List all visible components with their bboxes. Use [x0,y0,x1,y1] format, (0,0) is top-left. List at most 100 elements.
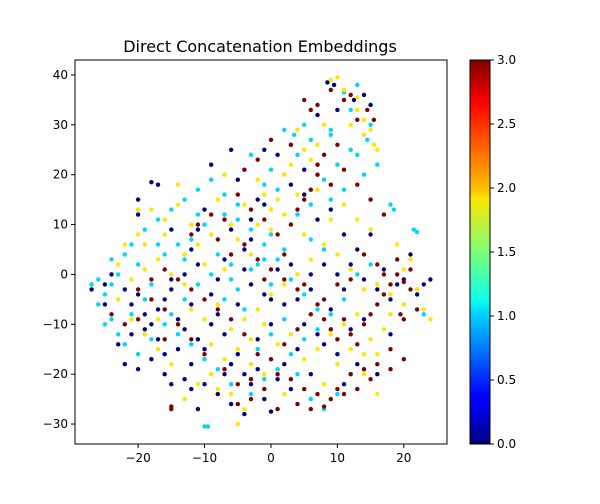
scatter-point-class-1 [262,377,267,382]
scatter-point-class-0 [215,277,220,282]
scatter-point-class-3 [255,352,260,357]
scatter-point-class-3 [282,342,287,347]
scatter-point-class-1 [189,237,194,242]
scatter-point-class-3 [308,406,313,412]
scatter-point-class-1 [295,372,300,377]
scatter-point-class-3 [308,312,313,317]
scatter-point-class-2 [175,202,181,207]
scatter-point-class-1 [248,227,254,232]
scatter-point-class-0 [195,227,201,232]
points-layer [89,75,433,429]
scatter-point-class-2 [175,182,181,187]
x-tick-label: 10 [330,451,345,465]
scatter-point-class-3 [248,207,254,212]
scatter-point-class-3 [202,352,207,357]
scatter-point-class-0 [341,232,347,237]
scatter-point-class-1 [308,202,313,207]
scatter-point-class-2 [295,192,300,197]
scatter-point-class-1 [96,302,101,307]
scatter-point-class-3 [361,322,367,327]
scatter-point-class-1 [295,152,300,157]
scatter-point-class-0 [321,342,327,347]
scatter-point-class-3 [295,401,300,407]
scatter-point-class-3 [368,377,373,382]
scatter-point-class-1 [282,127,287,132]
scatter-point-class-0 [242,372,247,377]
scatter-point-class-2 [368,227,373,232]
scatter-point-class-0 [169,382,174,387]
scatter-point-class-2 [235,237,240,242]
scatter-point-class-0 [268,322,274,327]
scatter-point-class-1 [116,272,121,277]
scatter-point-class-3 [202,297,207,302]
scatter-point-class-2 [335,252,340,257]
scatter-point-class-0 [368,232,373,237]
scatter-point-class-3 [135,317,141,322]
scatter-point-class-1 [142,297,147,302]
scatter-point-class-1 [96,277,101,282]
scatter-point-class-2 [268,227,274,232]
scatter-point-class-1 [348,147,353,152]
scatter-point-class-3 [368,312,373,317]
scatter-point-class-3 [321,317,327,322]
scatter-point-class-2 [262,192,267,197]
scatter-point-class-2 [135,207,141,212]
scatter-point-class-0 [149,357,154,362]
scatter-point-class-0 [275,152,280,157]
scatter-point-class-2 [375,391,380,397]
scatter-point-class-2 [209,372,214,377]
scatter-point-class-1 [109,257,114,262]
scatter-point-class-0 [414,292,420,297]
scatter-point-class-3 [242,332,247,337]
scatter-point-class-0 [169,227,174,232]
plot-frame [74,59,448,445]
scatter-point-class-3 [175,322,181,327]
scatter-point-class-2 [341,87,347,93]
scatter-point-class-3 [371,117,377,123]
scatter-point-class-3 [228,252,234,257]
scatter-point-class-3 [395,272,400,277]
scatter-point-class-3 [401,357,406,362]
scatter-point-class-1 [182,197,187,202]
scatter-point-class-0 [262,292,267,297]
scatter-point-class-0 [262,147,267,152]
scatter-point-class-1 [308,137,313,142]
scatter-point-class-0 [302,192,307,197]
scatter-point-class-2 [255,222,260,227]
scatter-point-class-0 [189,302,194,307]
scatter-point-class-3 [262,277,267,282]
scatter-point-class-2 [235,421,240,427]
colorbar-tick-label: 0.0 [497,437,516,451]
scatter-point-class-1 [368,122,373,128]
scatter-point-class-1 [248,391,254,397]
scatter-point-class-0 [282,302,287,307]
scatter-point-class-2 [355,95,360,100]
scatter-point-class-3 [335,337,340,342]
scatter-point-class-1 [202,357,207,362]
scatter-point-class-3 [361,252,367,257]
scatter-point-class-0 [248,282,254,287]
scatter-point-class-2 [215,197,220,202]
y-tick-label: 10 [53,218,68,232]
scatter-point-class-1 [122,252,128,257]
x-tick-label: 0 [267,451,275,465]
scatter-point-class-3 [381,292,387,297]
scatter-point-class-2 [209,342,214,347]
scatter-point-class-2 [355,107,360,113]
scatter-point-class-3 [302,197,307,202]
scatter-point-class-2 [295,272,300,277]
scatter-point-class-2 [282,212,287,217]
scatter-point-class-3 [109,312,114,317]
scatter-point-class-1 [205,424,211,429]
scatter-point-class-2 [335,75,340,80]
scatter-point-class-3 [149,277,154,282]
scatter-point-class-0 [328,307,333,312]
scatter-point-class-3 [288,222,294,227]
scatter-point-class-3 [348,332,353,337]
scatter-point-class-2 [142,332,147,337]
scatter-point-class-3 [414,307,420,312]
scatter-point-class-0 [135,292,141,297]
scatter-point-class-1 [142,227,147,232]
